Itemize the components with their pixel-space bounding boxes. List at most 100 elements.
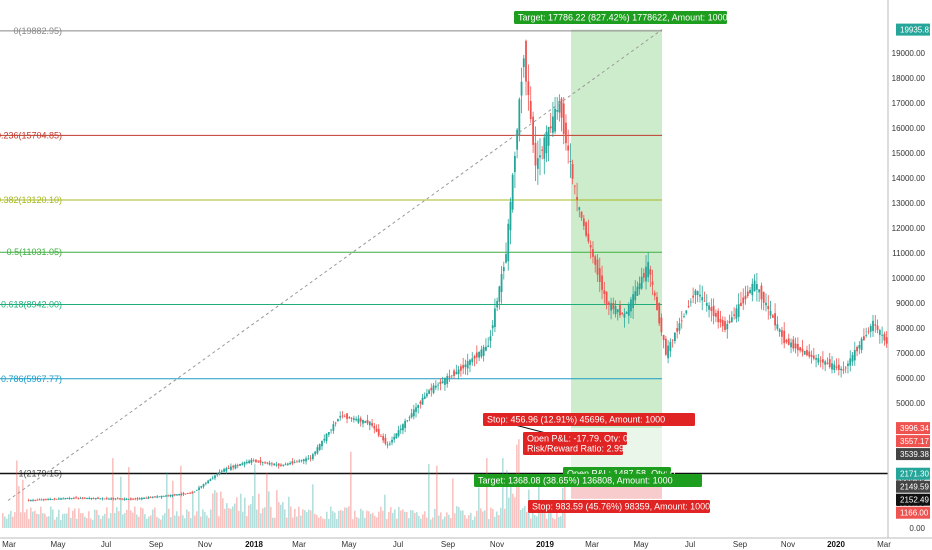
candle-body <box>785 339 788 343</box>
volume-bar <box>6 518 8 528</box>
volume-bar <box>298 506 300 528</box>
candle-body <box>373 425 376 429</box>
candle-body <box>569 160 572 163</box>
candle-body <box>51 499 54 500</box>
candle-body <box>630 299 632 312</box>
candle-body <box>97 497 99 499</box>
candle-body <box>532 116 535 145</box>
candle-body <box>883 333 886 341</box>
candle-body <box>36 499 39 501</box>
candle-body <box>869 325 872 332</box>
x-tick-1: May <box>50 540 65 549</box>
volume-bar <box>152 509 154 528</box>
time-axis[interactable]: Mar May Jul Sep Nov 2018 Mar May Jul Sep Nov 2019 Ma… <box>0 537 932 549</box>
volume-bar <box>484 510 486 528</box>
candle-body <box>696 291 699 295</box>
candle-body <box>362 419 364 424</box>
volume-bar <box>34 510 36 528</box>
volume-bar <box>444 516 446 528</box>
candle-body <box>158 496 161 498</box>
candle-body <box>352 418 355 420</box>
candle-body <box>86 497 88 499</box>
candle-body <box>660 317 663 333</box>
price-axis[interactable]: 1000.002000.003000.004000.005000.006000.… <box>887 0 932 550</box>
volume-bar <box>542 511 544 528</box>
candle-body <box>55 498 58 500</box>
volume-bar <box>328 518 330 528</box>
candle-body <box>860 338 863 351</box>
volume-bar <box>22 479 24 528</box>
candle-body <box>543 137 546 159</box>
volume-bar <box>392 512 394 528</box>
volume-bar <box>210 509 212 528</box>
candle-body <box>662 335 665 341</box>
candle-body <box>733 314 736 316</box>
volume-bar <box>28 518 30 528</box>
volume-bar <box>412 510 414 528</box>
candle-body <box>149 497 152 498</box>
candle-body <box>749 289 751 294</box>
volume-bar <box>520 509 522 528</box>
volume-bar <box>264 507 266 528</box>
candle-body <box>300 460 303 462</box>
volume-bar <box>552 517 554 528</box>
x-tick-14: Jul <box>685 540 695 549</box>
candle-body <box>156 496 159 498</box>
candle-body <box>90 498 93 500</box>
volume-bar <box>324 519 326 528</box>
volume-bar <box>296 516 298 528</box>
volume-bar <box>130 510 132 528</box>
candle-body <box>311 454 314 459</box>
candle-body <box>225 468 228 472</box>
volume-bar <box>14 512 16 528</box>
volume-bar <box>114 513 116 528</box>
volume-bar <box>404 511 406 528</box>
candle-body <box>740 302 742 306</box>
candle-body <box>703 300 706 302</box>
volume-bar <box>268 491 270 528</box>
candle-body <box>507 223 510 262</box>
candle-body <box>534 142 537 166</box>
volume-bar <box>166 472 168 528</box>
candle-body <box>678 323 681 331</box>
y-tick-17: 18000.00 <box>892 74 926 83</box>
volume-bar <box>24 512 26 528</box>
volume-bar <box>238 510 240 528</box>
candle-body <box>154 496 156 498</box>
candle-body <box>218 472 221 475</box>
candle-body <box>388 443 391 445</box>
volume-bar <box>468 515 470 528</box>
candle-body <box>81 497 84 499</box>
candle-body <box>457 369 460 375</box>
volume-bar <box>156 516 158 528</box>
price-tag-bg-7 <box>896 506 930 519</box>
y-tick-4: 5000.00 <box>896 399 925 408</box>
candle-body <box>291 461 294 464</box>
candle-body <box>592 249 594 257</box>
candle-body <box>473 356 476 359</box>
candle-body <box>334 422 337 424</box>
candle-body <box>817 358 820 363</box>
volume-bar <box>434 508 436 528</box>
volume-bar <box>372 512 374 528</box>
candle-body <box>268 462 271 465</box>
volume-bar <box>550 508 552 528</box>
candle-body <box>200 486 203 488</box>
x-tick-5: 2018 <box>245 540 263 549</box>
candle-body <box>116 498 119 500</box>
candle-body <box>145 497 148 499</box>
candle-body <box>305 458 307 462</box>
candle-body <box>273 463 276 466</box>
candle-body <box>245 461 248 464</box>
candle-body <box>636 286 639 296</box>
candle-body <box>819 360 822 362</box>
candle-body <box>34 499 37 501</box>
candle-body <box>560 98 563 118</box>
volume-bar <box>122 514 124 528</box>
candle-body <box>858 345 861 349</box>
volume-bar <box>274 517 276 528</box>
candle-body <box>826 362 829 364</box>
volume-bar <box>536 516 538 528</box>
candle-body <box>27 499 30 501</box>
